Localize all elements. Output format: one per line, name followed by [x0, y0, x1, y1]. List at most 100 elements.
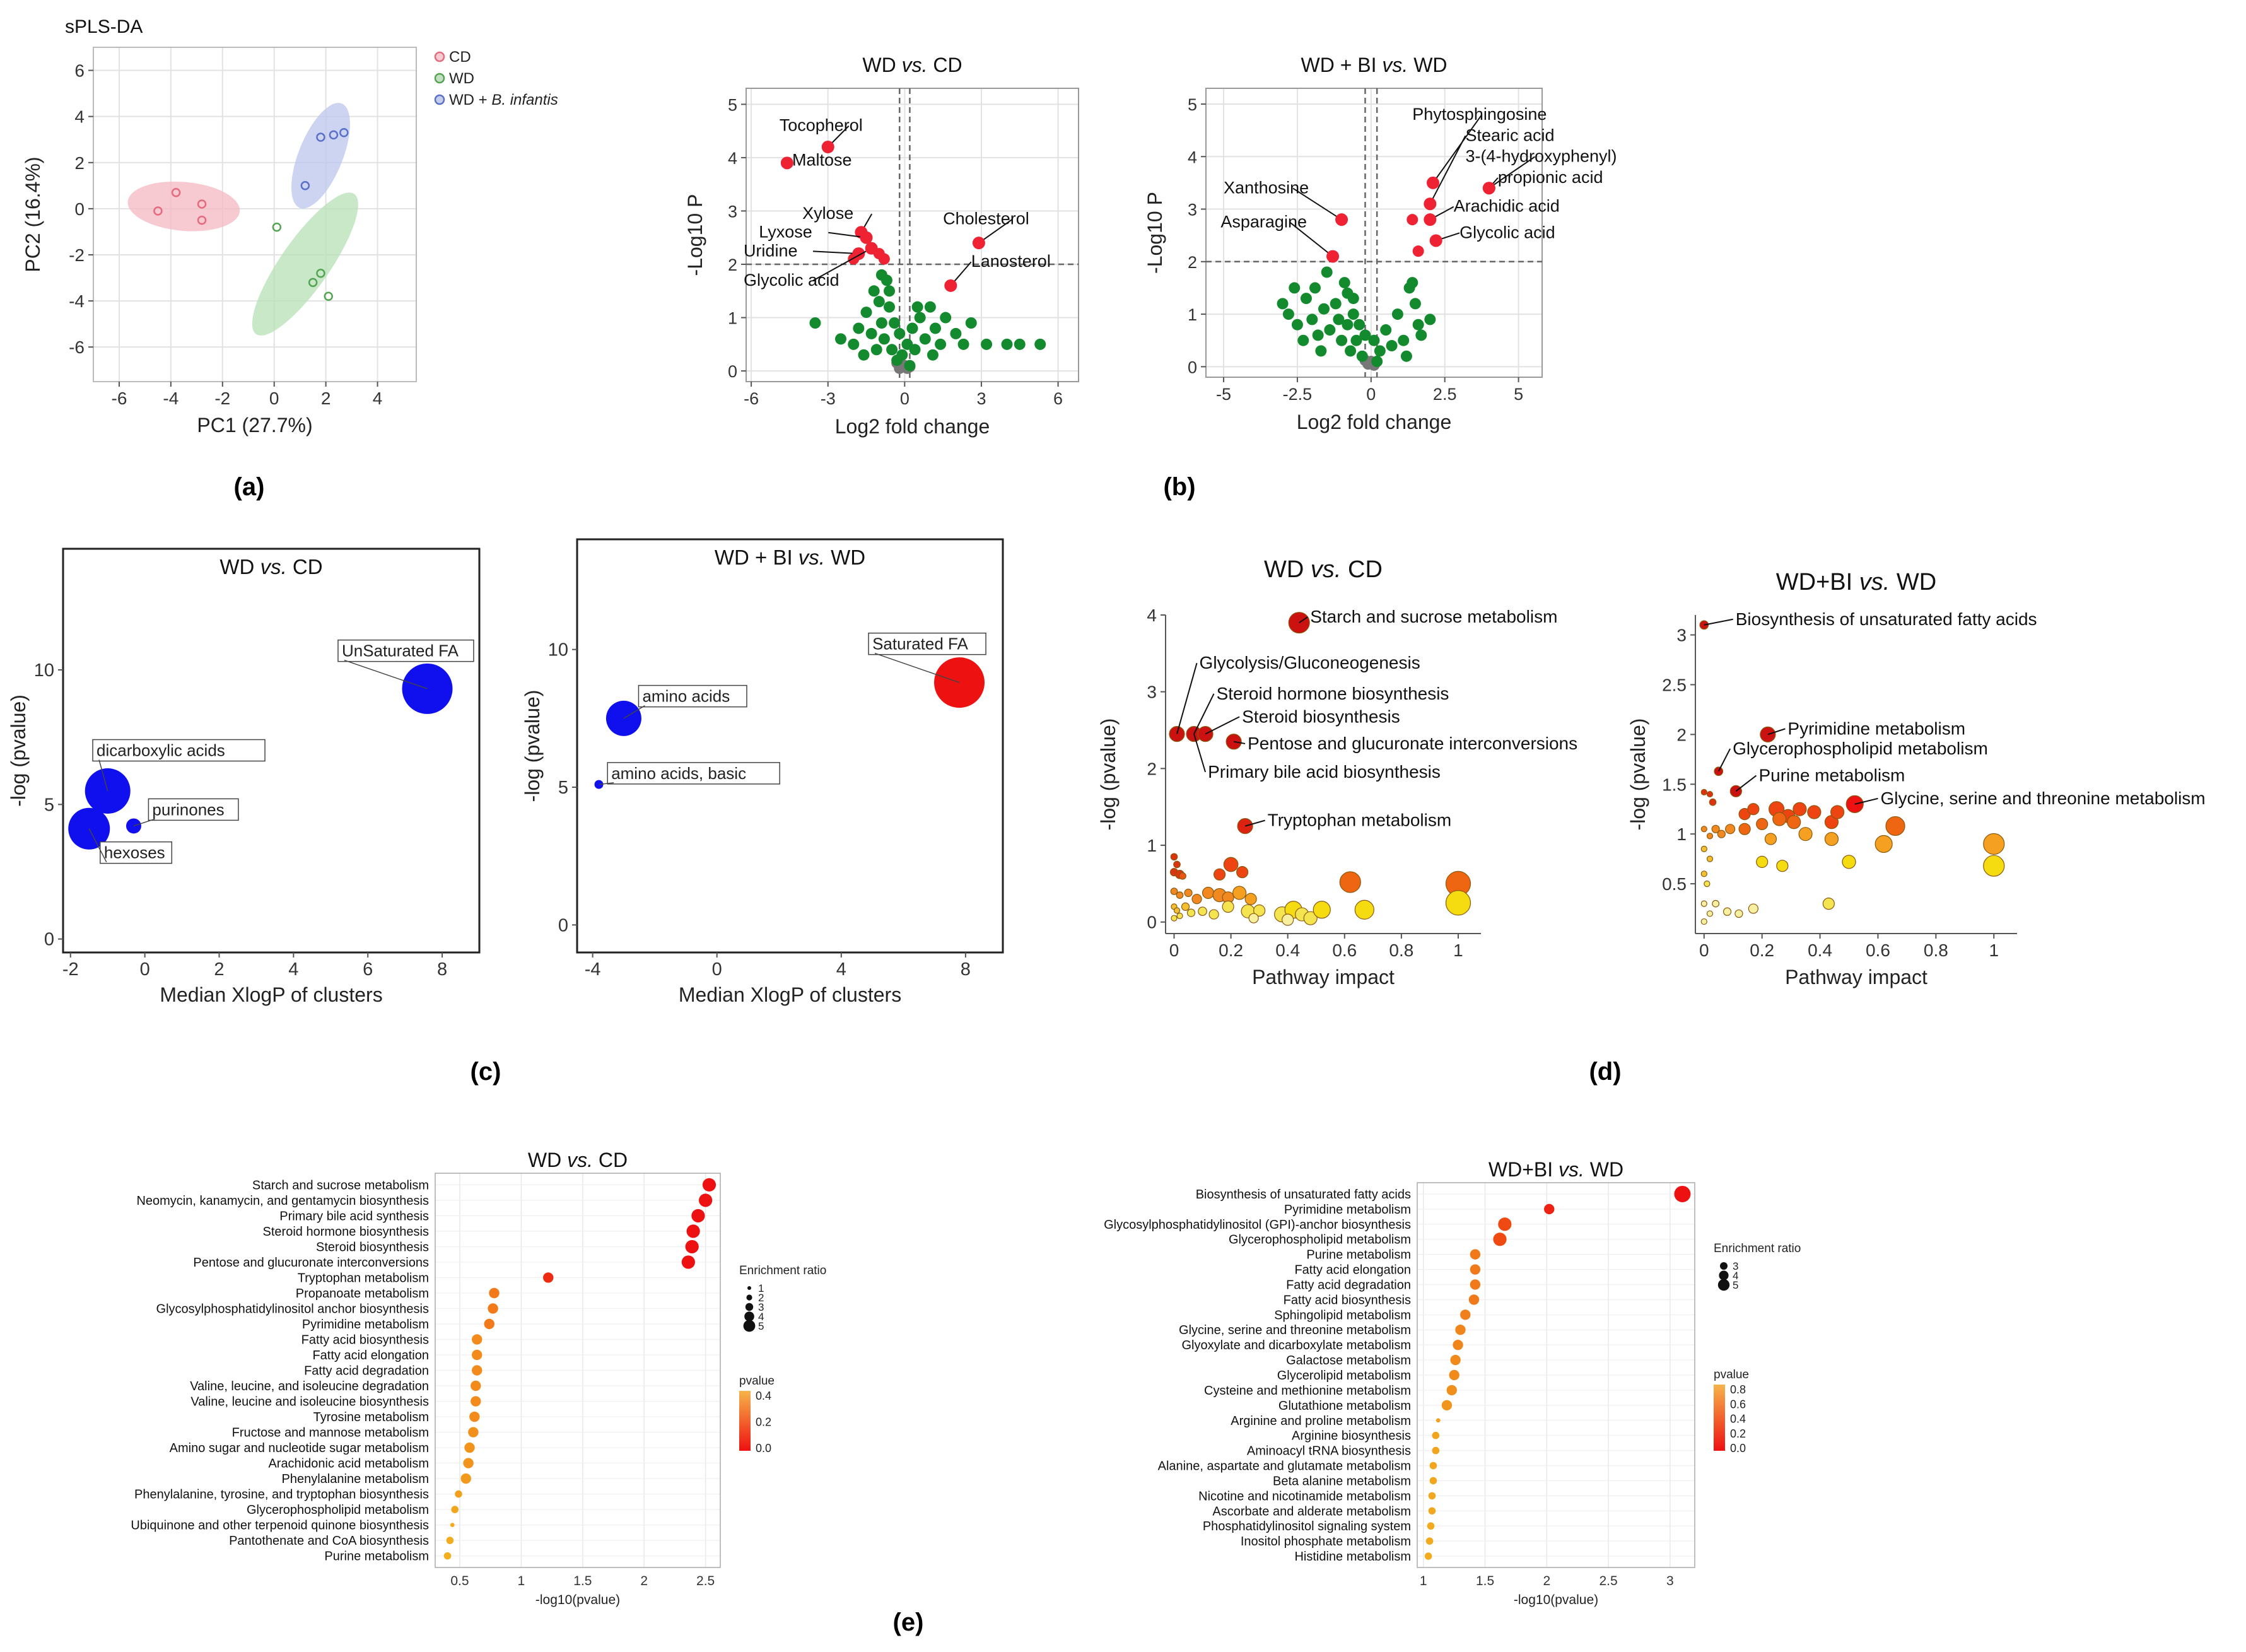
chart-b2-leader-3 [1429, 135, 1466, 204]
chart-a-point-0-0 [153, 206, 163, 216]
chart-b2-green-point-8 [1330, 298, 1342, 310]
chart-d1-point-25 [1445, 890, 1471, 916]
chart-d1-xtick-label-2: 0.4 [1275, 940, 1300, 960]
chart-e1-legend-size-label-3: 4 [758, 1311, 764, 1323]
chart-d1-point-44 [1282, 913, 1294, 926]
chart-a-xtick-label-1: -4 [163, 389, 178, 408]
chart-b1-green-point-32 [858, 349, 870, 361]
chart-d1-title-end: CD [1341, 556, 1382, 583]
chart-b1-green-point-7 [878, 333, 890, 345]
chart-d1-leader-4 [1233, 741, 1246, 744]
chart-c2-label-leader-1 [623, 705, 645, 719]
chart-b1-point-label-0: Tocopherol [780, 116, 863, 135]
chart-b2-green-point-34 [1333, 313, 1345, 325]
chart-d1-point-30 [1181, 902, 1190, 911]
chart-d1-point-label-6: Tryptophan metabolism [1268, 811, 1452, 830]
chart-e1-category-label-11: Fatty acid elongation [312, 1349, 429, 1362]
chart-a-legend-label-0: CD [449, 49, 471, 66]
chart-e1-legend-size-title: Enrichment ratio [739, 1264, 826, 1277]
chart-d2-point-6 [1706, 790, 1714, 798]
chart-e1-dot-20 [455, 1490, 462, 1498]
chart-d2-point-12 [1793, 802, 1807, 816]
chart-e1-category-label-19: Phenylalanine metabolism [282, 1472, 429, 1486]
chart-e1-dot-6 [543, 1272, 554, 1283]
chart-d1-xtick-label-3: 0.6 [1332, 940, 1357, 960]
chart-e2-category-label-15: Arginine and proline metabolism [1231, 1414, 1411, 1428]
chart-d1-point-40 [1303, 911, 1318, 925]
chart-b1-point-label-6: Cholesterol [943, 209, 1029, 228]
chart-b2-title-end: WD [1408, 54, 1447, 76]
chart-e2-xtick-label-1: 1.5 [1476, 1574, 1494, 1588]
chart-e1-frame [435, 1173, 721, 1568]
chart-e2-legend-color-label-1: 0.6 [1730, 1398, 1746, 1410]
chart-d2: WD+BI vs. WD 0 0.2 0.4 0.6 0.8 1 0.5 1 1.5 2 2.5 3 Pa… [1627, 569, 2206, 988]
chart-c1-bubble-label-3: hexoses [104, 843, 165, 862]
chart-b2-xtick-label-2: 0 [1366, 385, 1376, 404]
chart-c2-label-box-1 [638, 684, 747, 708]
chart-a-legend-italic-2: B. infantis [491, 91, 558, 108]
chart-e1-category-label-17: Amino sugar and nucleotide sugar metabol… [170, 1441, 429, 1455]
chart-b2-green-point-26 [1407, 277, 1418, 289]
chart-b2-labeled-point-2 [1427, 176, 1440, 189]
chart-c1-label-leader-2 [133, 818, 155, 827]
chart-d1-point-14 [1170, 888, 1178, 895]
chart-e1-category-label-9: Pyrimidine metabolism [302, 1318, 429, 1332]
chart-e1-dot-22 [450, 1523, 455, 1527]
chart-a-xlabel: PC1 (27.7%) [197, 414, 312, 436]
chart-b1-green-point-24 [940, 312, 952, 324]
chart-b1-ytick-label-5: 5 [728, 95, 737, 114]
chart-a-xtick-label-0: -6 [112, 389, 127, 408]
chart-d2-title-main: WD+BI [1776, 569, 1859, 595]
chart-b2-ytick-label-4: 4 [1188, 148, 1197, 167]
chart-e2-dot-19 [1429, 1477, 1437, 1485]
chart-d1-ytick-label-3: 3 [1147, 682, 1157, 702]
chart-c2-ylabel: -log (pvalue) [521, 690, 544, 802]
chart-d1-point-41 [1313, 901, 1331, 919]
chart-e2-legend-colorbar [1714, 1385, 1725, 1451]
chart-e2-category-label-5: Fatty acid elongation [1294, 1263, 1411, 1277]
chart-e1-dot-3 [686, 1224, 700, 1238]
chart-b2-xtick-label-4: 5 [1514, 385, 1523, 404]
chart-d1-xtick-label-4: 0.8 [1389, 940, 1413, 960]
chart-e1-dot-8 [488, 1303, 498, 1314]
chart-b1-green-point-14 [896, 349, 908, 361]
chart-b2-green-point-1 [1291, 319, 1303, 331]
chart-a-ytick-label-2: -2 [69, 245, 85, 265]
chart-d2-point-46 [1822, 898, 1835, 910]
panel-label-a: (a) [234, 473, 265, 501]
chart-e2-category-label-7: Fatty acid biosynthesis [1284, 1293, 1411, 1307]
chart-d2-point-26 [1764, 833, 1777, 845]
chart-e1-category-label-23: Pantothenate and CoA biosynthesis [229, 1534, 429, 1548]
chart-b2-green-point-20 [1374, 345, 1386, 357]
chart-c2-xlabel: Median XlogP of clusters [679, 983, 901, 1006]
chart-b2-green-point-3 [1306, 313, 1318, 325]
chart-d1-ylabel: -log (pvalue) [1097, 718, 1120, 831]
chart-d1-leader-5 [1193, 734, 1207, 773]
chart-e1-category-label-6: Tryptophan metabolism [298, 1271, 429, 1285]
chart-d1-point-label-1: Glycolysis/Gluconeogenesis [1200, 653, 1420, 672]
chart-e1-category-label-16: Fructose and mannose metabolism [232, 1426, 429, 1440]
chart-d2-xtick-label-3: 0.6 [1866, 940, 1890, 960]
chart-e2-category-label-19: Beta alanine metabolism [1273, 1474, 1411, 1488]
chart-b2-labeled-point-0 [1335, 213, 1348, 226]
chart-c1-xtick-label-2: 2 [214, 959, 224, 980]
chart-e2-dot-6 [1470, 1279, 1481, 1290]
chart-b2-green-point-32 [1289, 282, 1301, 294]
chart-b1-xtick-label-3: 3 [976, 389, 986, 408]
chart-d2-leader-1 [1767, 728, 1786, 735]
chart-e1-category-label-13: Valine, leucine, and isoleucine degradat… [190, 1380, 429, 1393]
chart-b1-xtick-label-0: -6 [744, 389, 759, 408]
chart-b2: WD + BI vs. WD -5 -2.5 0 2.5 5 0 1 2 3 4 5 Log2 fold… [1143, 54, 1617, 433]
chart-b1-green-point-6 [875, 317, 887, 329]
chart-e2: WD+BI vs. WD 1 1.5 2 2.5 3 -log10(pvalue) Biosy… [1104, 1158, 1801, 1607]
chart-a-xtick-label-3: 0 [269, 389, 279, 408]
chart-d2-point-25 [1725, 824, 1736, 835]
chart-d2-point-33 [1700, 870, 1707, 877]
chart-e2-dot-10 [1453, 1339, 1463, 1350]
chart-d2-ytick-label-1: 1 [1676, 824, 1687, 844]
chart-e2-legend-color-label-0: 0.8 [1730, 1383, 1746, 1396]
chart-e1-dot-24 [443, 1552, 452, 1560]
chart-d1-point-6 [1170, 853, 1178, 861]
chart-b2-green-point-31 [1277, 298, 1289, 310]
chart-b2-green-point-15 [1354, 319, 1366, 331]
